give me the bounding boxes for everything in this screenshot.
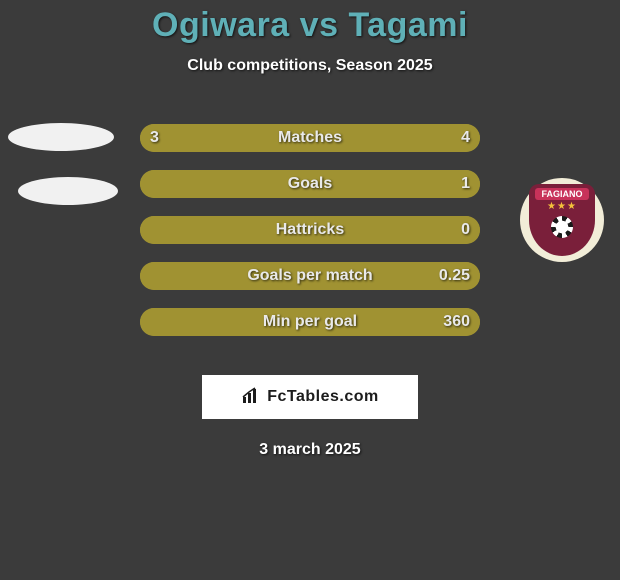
stat-bar: Matches3 4 (140, 124, 480, 152)
stat-bar: Min per goal360 (140, 308, 480, 336)
stat-row: Goals1 (0, 161, 620, 207)
title-vs: vs (290, 6, 349, 44)
stat-label: Min per goal (140, 308, 480, 336)
comparison-card: Ogiwara vs Tagami Club competitions, Sea… (0, 0, 620, 459)
page-title: Ogiwara vs Tagami (0, 6, 620, 45)
stat-label: Matches (140, 124, 480, 152)
subtitle: Club competitions, Season 2025 (0, 57, 620, 75)
stat-value-right: 0 (461, 216, 470, 244)
stat-bar: Hattricks0 (140, 216, 480, 244)
stat-row: Min per goal360 (0, 299, 620, 345)
stat-bar: Goals1 (140, 170, 480, 198)
bar-chart-icon (241, 387, 261, 408)
stat-value-right: 0.25 (439, 262, 470, 290)
title-player-right: Tagami (348, 6, 468, 44)
stat-value-right: 1 (461, 170, 470, 198)
stat-bar: Goals per match0.25 (140, 262, 480, 290)
stat-value-right: 4 (461, 124, 470, 152)
stat-row: Matches3 4 (0, 115, 620, 161)
stat-label: Goals (140, 170, 480, 198)
date-text: 3 march 2025 (0, 441, 620, 459)
attribution-box[interactable]: FcTables.com (202, 375, 418, 419)
title-player-left: Ogiwara (152, 6, 290, 44)
stat-label: Hattricks (140, 216, 480, 244)
stat-label: Goals per match (140, 262, 480, 290)
attribution-text: FcTables.com (267, 388, 379, 406)
stat-value-left: 3 (150, 124, 159, 152)
stat-row: Hattricks0 (0, 207, 620, 253)
stat-row: Goals per match0.25 (0, 253, 620, 299)
stat-value-right: 360 (443, 308, 470, 336)
stat-rows: Matches3 4 Goals1 Hattricks0 Goals per match… (0, 115, 620, 345)
